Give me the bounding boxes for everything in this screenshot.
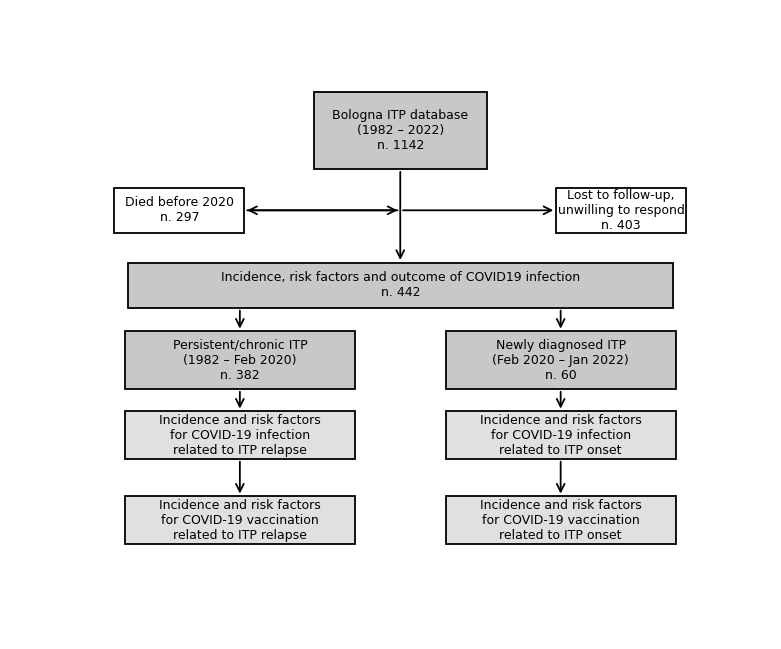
FancyBboxPatch shape xyxy=(446,496,676,544)
FancyBboxPatch shape xyxy=(125,332,355,389)
Text: Incidence and risk factors
for COVID-19 vaccination
related to ITP relapse: Incidence and risk factors for COVID-19 … xyxy=(159,498,321,542)
Text: Incidence, risk factors and outcome of COVID19 infection
n. 442: Incidence, risk factors and outcome of C… xyxy=(221,271,580,299)
Text: Bologna ITP database
(1982 – 2022)
n. 1142: Bologna ITP database (1982 – 2022) n. 11… xyxy=(332,109,469,152)
Text: Incidence and risk factors
for COVID-19 infection
related to ITP onset: Incidence and risk factors for COVID-19 … xyxy=(480,413,641,457)
FancyBboxPatch shape xyxy=(114,188,244,233)
FancyBboxPatch shape xyxy=(556,188,686,233)
Text: Lost to follow-up,
unwilling to respond
n. 403: Lost to follow-up, unwilling to respond … xyxy=(558,189,685,232)
Text: Incidence and risk factors
for COVID-19 vaccination
related to ITP onset: Incidence and risk factors for COVID-19 … xyxy=(480,498,641,542)
FancyBboxPatch shape xyxy=(125,411,355,459)
Text: Incidence and risk factors
for COVID-19 infection
related to ITP relapse: Incidence and risk factors for COVID-19 … xyxy=(159,413,321,457)
FancyBboxPatch shape xyxy=(314,92,487,169)
Text: Died before 2020
n. 297: Died before 2020 n. 297 xyxy=(125,196,234,225)
FancyBboxPatch shape xyxy=(446,332,676,389)
FancyBboxPatch shape xyxy=(446,411,676,459)
Text: Persistent/chronic ITP
(1982 – Feb 2020)
n. 382: Persistent/chronic ITP (1982 – Feb 2020)… xyxy=(173,339,307,382)
Text: Newly diagnosed ITP
(Feb 2020 – Jan 2022)
n. 60: Newly diagnosed ITP (Feb 2020 – Jan 2022… xyxy=(492,339,629,382)
FancyBboxPatch shape xyxy=(128,263,672,308)
FancyBboxPatch shape xyxy=(125,496,355,544)
